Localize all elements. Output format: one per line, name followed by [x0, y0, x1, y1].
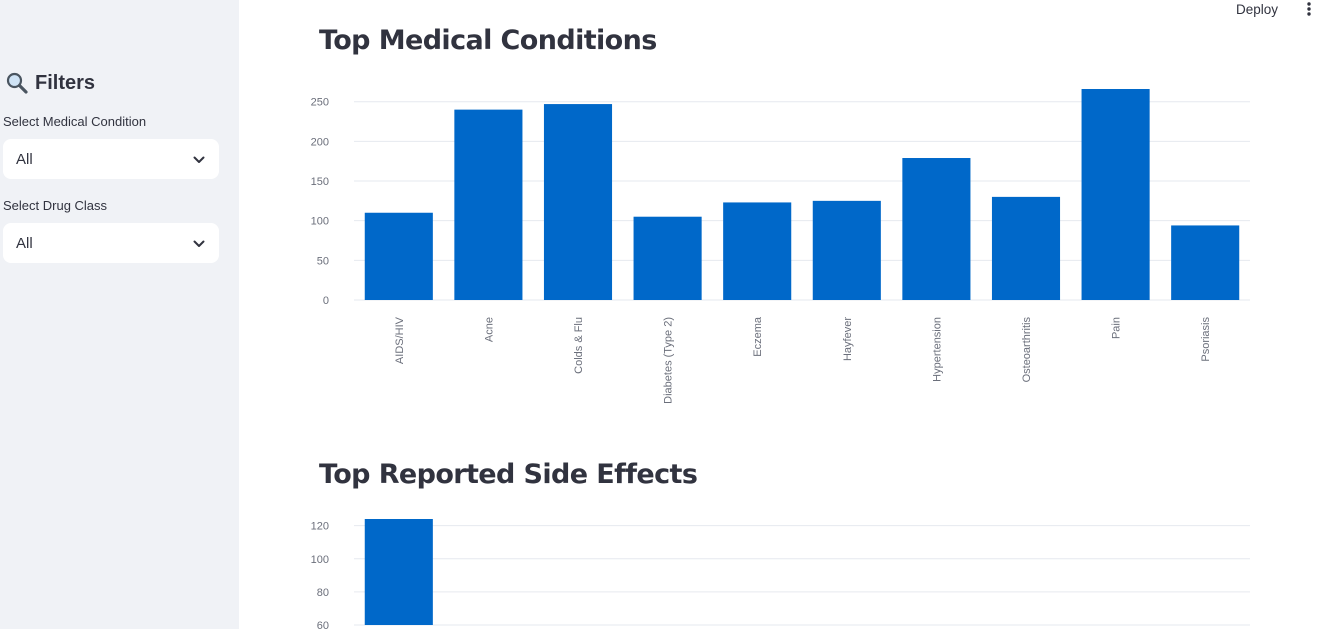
- y-tick-label: 50: [317, 255, 329, 267]
- bar[interactable]: [723, 202, 792, 300]
- x-tick-label: Eczema: [752, 316, 764, 357]
- x-tick-label: AIDS/HIV: [394, 316, 406, 364]
- bar[interactable]: [454, 109, 523, 301]
- bar[interactable]: [364, 519, 433, 625]
- bar[interactable]: [633, 216, 702, 300]
- conditions-title: Top Medical Conditions: [319, 25, 657, 56]
- sidebar-title-text: Filters: [35, 71, 96, 94]
- bar[interactable]: [543, 104, 613, 300]
- x-tick-label: Acne: [483, 317, 495, 342]
- drugclass-label: Select Drug Class: [3, 198, 108, 213]
- x-tick-label: Hypertension: [931, 317, 943, 382]
- x-tick-label: Diabetes (Type 2): [663, 317, 675, 404]
- condition-label: Select Medical Condition: [3, 114, 147, 129]
- deploy-button[interactable]: Deploy: [1236, 1, 1279, 17]
- x-tick-label: Colds & Flu: [573, 317, 585, 374]
- y-tick-label: 200: [311, 136, 329, 148]
- y-tick-label: 100: [311, 216, 329, 228]
- chevron-down-icon: [193, 235, 205, 252]
- bar[interactable]: [991, 196, 1061, 300]
- bar[interactable]: [364, 212, 433, 300]
- x-tick-label: Psoriasis: [1200, 317, 1212, 362]
- y-tick-label: 100: [311, 554, 329, 566]
- y-tick-label: 0: [323, 295, 329, 307]
- sidebar: Filters Select Medical Condition All Sel…: [0, 0, 239, 629]
- condition-select[interactable]: All: [3, 139, 219, 179]
- drugclass-select[interactable]: All: [3, 223, 219, 263]
- bar[interactable]: [902, 158, 971, 300]
- x-tick-label: Osteoarthritis: [1021, 317, 1033, 383]
- y-tick-label: 60: [317, 620, 329, 629]
- x-tick-label: Pain: [1111, 317, 1123, 339]
- y-tick-label: 250: [311, 97, 329, 109]
- chevron-down-icon: [193, 151, 205, 168]
- drugclass-select-value: All: [16, 234, 33, 252]
- bar[interactable]: [812, 200, 881, 300]
- y-tick-label: 120: [311, 521, 329, 533]
- side-effects-chart: 60 80 100 120: [311, 519, 1250, 629]
- sidebar-title: Filters: [5, 68, 95, 98]
- vertical-dots-icon[interactable]: [1302, 1, 1316, 17]
- side-effects-title: Top Reported Side Effects: [319, 459, 698, 490]
- y-tick-label: 80: [317, 587, 329, 599]
- bar[interactable]: [1171, 225, 1240, 300]
- condition-select-value: All: [16, 150, 33, 168]
- y-tick-label: 150: [311, 176, 329, 188]
- magnifier-icon: [5, 71, 29, 95]
- conditions-chart: 0 50 100 150 200 250 AIDS/HIV Acne Colds & Flu Di…: [311, 89, 1250, 404]
- bar[interactable]: [1081, 89, 1150, 300]
- x-tick-label: Hayfever: [842, 317, 854, 361]
